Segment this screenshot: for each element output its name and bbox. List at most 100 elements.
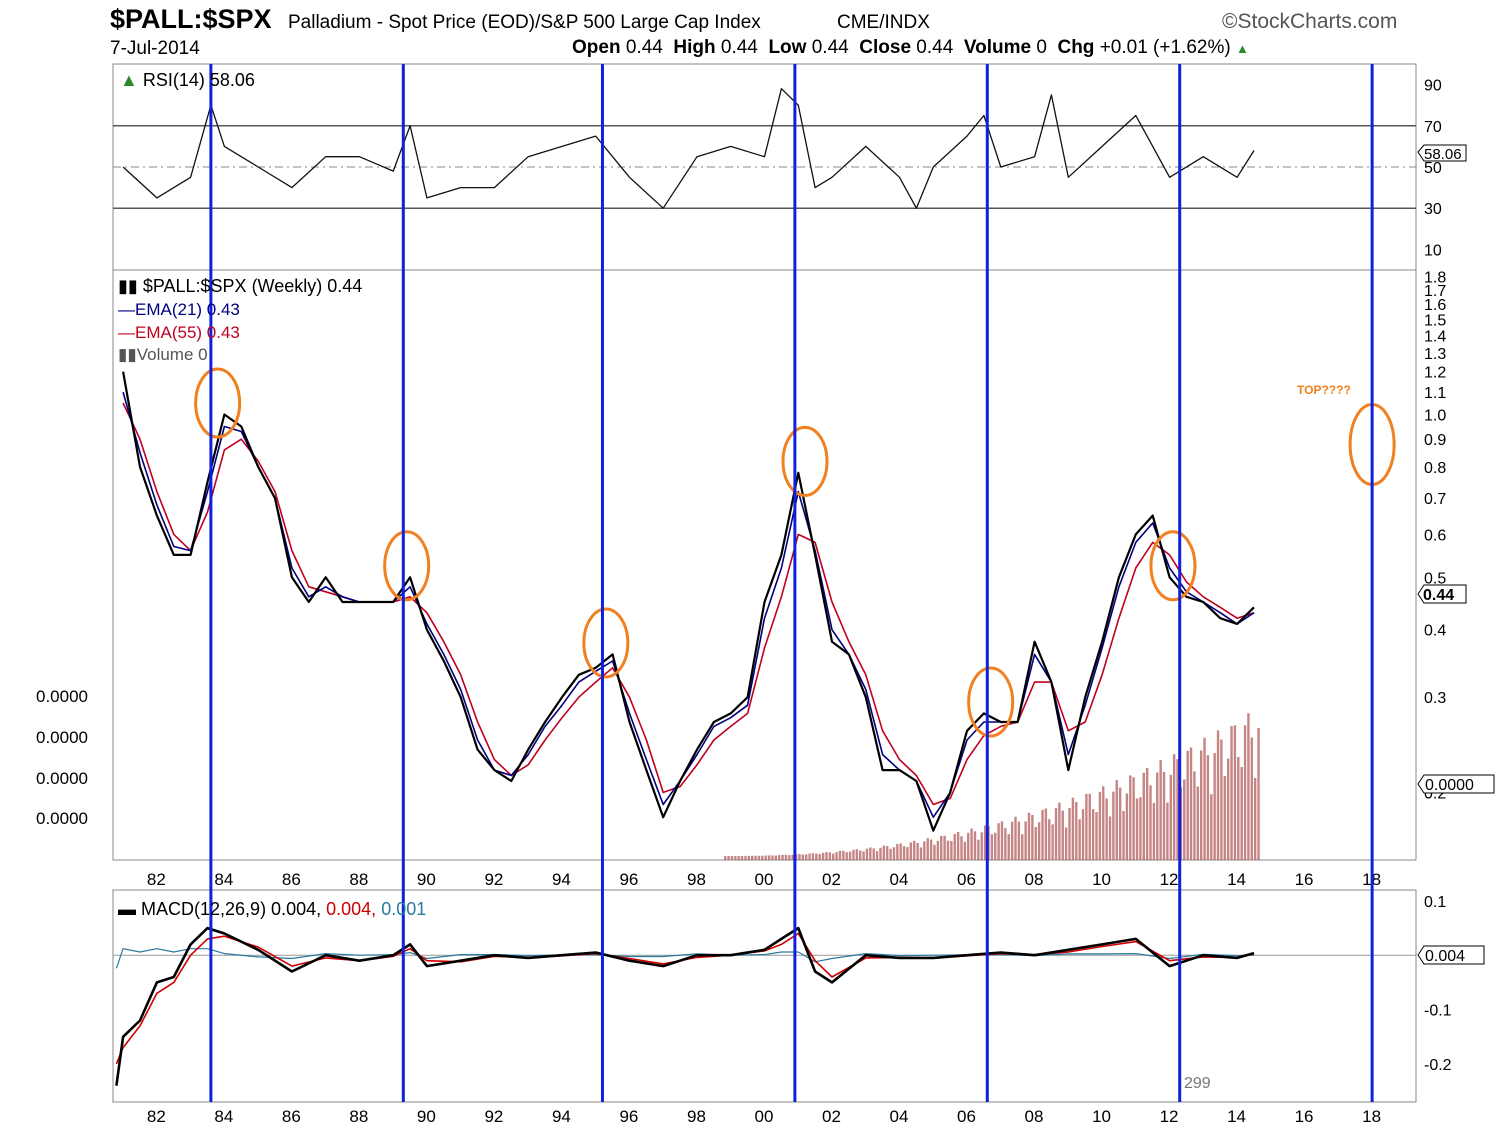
- macd-x-tick: 06: [957, 1107, 976, 1126]
- rsi-layer: 90 70 50 30 10: [113, 78, 1442, 259]
- volume-bar: [1091, 809, 1095, 860]
- ema21-line: [122, 391, 1255, 819]
- volume-label: Volume: [963, 37, 1032, 58]
- macd-current-value-box: 0.004: [1417, 945, 1485, 965]
- volume-bar: [872, 848, 875, 860]
- volume-bar: [848, 851, 852, 860]
- peak-circle: [967, 666, 1015, 738]
- price-x-tick: 12: [1160, 870, 1179, 889]
- rsi-y-tick: 90: [1424, 78, 1442, 95]
- volume-bar: [788, 855, 791, 860]
- volume-bar: [727, 855, 730, 860]
- volume-bar: [1054, 808, 1058, 860]
- volume-legend: ▮▮Volume 0: [118, 345, 208, 364]
- peak-circle: [194, 367, 242, 439]
- peak-circle: [582, 607, 630, 679]
- ema21-legend: —EMA(21) 0.43: [118, 300, 240, 319]
- volume-bar: [1010, 821, 1014, 860]
- volume-bar: [1034, 827, 1037, 860]
- volume-bar: [1156, 772, 1159, 860]
- volume-bar: [1189, 747, 1193, 860]
- volume-bar: [842, 850, 845, 860]
- volume-bar: [1068, 807, 1071, 860]
- volume-bar: [1216, 730, 1220, 860]
- volume-bar: [865, 848, 869, 860]
- ema55-line: [122, 402, 1255, 806]
- price-y-tick: 1.2: [1424, 365, 1446, 382]
- volume-bar: [994, 832, 997, 860]
- volume-bar: [750, 855, 754, 860]
- price-y-tick: 1.6: [1424, 297, 1446, 314]
- chg-value: +0.01 (+1.62%): [1099, 37, 1231, 58]
- macd-x-tick: 90: [417, 1107, 436, 1126]
- volume-bar: [923, 841, 926, 860]
- volume-bar: [1139, 797, 1142, 860]
- volume-bar: [1048, 819, 1051, 860]
- volume-bar: [778, 855, 781, 860]
- volume-bar: [896, 843, 899, 860]
- volume-bar: [1162, 771, 1166, 860]
- macd-x-tick: 04: [890, 1107, 909, 1126]
- volume-bar: [1081, 809, 1085, 860]
- volume-bar: [761, 855, 764, 860]
- volume-bar: [1095, 812, 1098, 860]
- volume-bar: [1186, 750, 1189, 860]
- volume-bar: [767, 855, 771, 860]
- volume-bar: [882, 845, 886, 860]
- macd-x-tick: 12: [1160, 1107, 1179, 1126]
- peak-circle: [781, 425, 829, 497]
- price-y-tick: 0.5: [1424, 570, 1446, 587]
- volume-current-value-box: 0.0000: [1417, 774, 1495, 794]
- volume-bar: [956, 832, 960, 860]
- macd-x-tick: 82: [147, 1107, 166, 1126]
- volume-bar: [1004, 828, 1007, 860]
- volume-bar: [855, 849, 859, 860]
- brand-logo[interactable]: ©StockCharts.com: [1222, 10, 1398, 33]
- macd-x-tick: 92: [484, 1107, 503, 1126]
- macd-x-tick: 98: [687, 1107, 706, 1126]
- price-y-tick: 0.6: [1424, 527, 1446, 544]
- volume-bar: [1051, 824, 1054, 860]
- volume-bar: [1085, 793, 1088, 860]
- volume-bar: [892, 847, 896, 860]
- volume-bar: [1253, 777, 1257, 860]
- volume-bar: [950, 840, 953, 860]
- peak-circle: [383, 530, 431, 602]
- volume-bar: [1125, 793, 1129, 860]
- price-y-tick: 1.3: [1424, 346, 1446, 363]
- low-value: 0.44: [811, 37, 849, 58]
- chg-label: Chg: [1057, 37, 1095, 58]
- volume-bar: [1021, 834, 1024, 860]
- macd-x-tick: 00: [755, 1107, 774, 1126]
- volume-bar: [1129, 775, 1132, 860]
- volume-bar: [798, 854, 801, 860]
- macd-footer-number: 299: [1184, 1075, 1211, 1092]
- top-annotation: TOP????: [1297, 383, 1351, 397]
- volume-bar: [774, 855, 778, 860]
- volume-bar: [784, 854, 788, 860]
- macd-y-tick: -0.1: [1424, 1003, 1452, 1020]
- volume-bar: [1226, 758, 1230, 860]
- volume-bar: [764, 855, 767, 860]
- volume-bar: [1240, 767, 1243, 860]
- volume-bar: [1196, 786, 1199, 860]
- volume-tick: 0.0000: [36, 809, 88, 828]
- macd-panel-frame: [112, 889, 1417, 1103]
- volume-bar: [838, 850, 842, 860]
- volume-bar: [1233, 725, 1237, 860]
- macd-x-tick: 02: [822, 1107, 841, 1126]
- macd-signal-line: [115, 932, 1255, 1065]
- price-y-tick: 0.4: [1424, 623, 1446, 640]
- marker-layer: [209, 64, 1374, 1102]
- volume-bar: [1135, 798, 1139, 860]
- volume-bar: [886, 846, 889, 860]
- price-x-tick: 88: [349, 870, 368, 889]
- volume-bar: [1108, 816, 1112, 860]
- rsi-y-tick: 50: [1424, 160, 1442, 177]
- volume-bar: [926, 838, 929, 860]
- volume-bar: [1058, 802, 1061, 860]
- rsi-y-tick: 30: [1424, 201, 1442, 218]
- rsi-y-tick: 10: [1424, 242, 1442, 259]
- macd-legend: ▬ MACD(12,26,9) 0.004, 0.004, 0.001: [118, 899, 426, 919]
